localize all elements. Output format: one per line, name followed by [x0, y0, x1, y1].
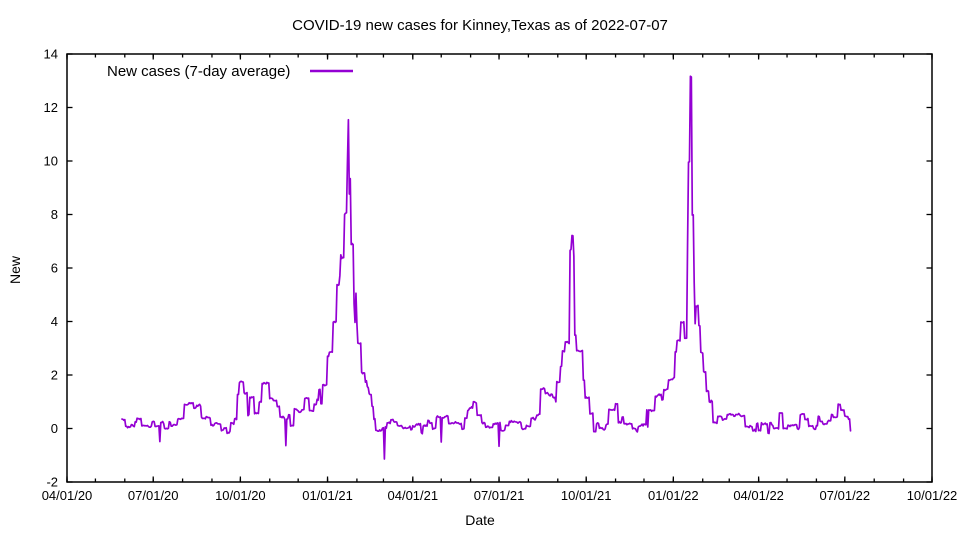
svg-text:12: 12: [44, 100, 58, 115]
svg-text:01/01/22: 01/01/22: [648, 488, 699, 503]
svg-text:8: 8: [51, 207, 58, 222]
svg-text:10/01/21: 10/01/21: [561, 488, 612, 503]
svg-text:04/01/20: 04/01/20: [42, 488, 93, 503]
svg-text:COVID-19 new cases for Kinney,: COVID-19 new cases for Kinney,Texas as o…: [292, 17, 668, 34]
svg-text:4: 4: [51, 314, 58, 329]
svg-text:01/01/21: 01/01/21: [302, 488, 353, 503]
svg-text:10/01/22: 10/01/22: [907, 488, 958, 503]
svg-text:Date: Date: [465, 512, 495, 528]
svg-text:04/01/22: 04/01/22: [733, 488, 784, 503]
svg-text:New cases (7-day average): New cases (7-day average): [107, 63, 290, 80]
svg-text:10/01/20: 10/01/20: [215, 488, 266, 503]
svg-text:07/01/20: 07/01/20: [128, 488, 179, 503]
svg-text:6: 6: [51, 261, 58, 276]
svg-text:0: 0: [51, 421, 58, 436]
svg-text:New: New: [7, 255, 23, 284]
svg-text:14: 14: [44, 47, 58, 62]
svg-text:07/01/21: 07/01/21: [474, 488, 525, 503]
svg-text:07/01/22: 07/01/22: [820, 488, 871, 503]
svg-text:-2: -2: [46, 475, 58, 490]
svg-text:2: 2: [51, 368, 58, 383]
svg-text:10: 10: [44, 154, 58, 169]
svg-text:04/01/21: 04/01/21: [388, 488, 439, 503]
